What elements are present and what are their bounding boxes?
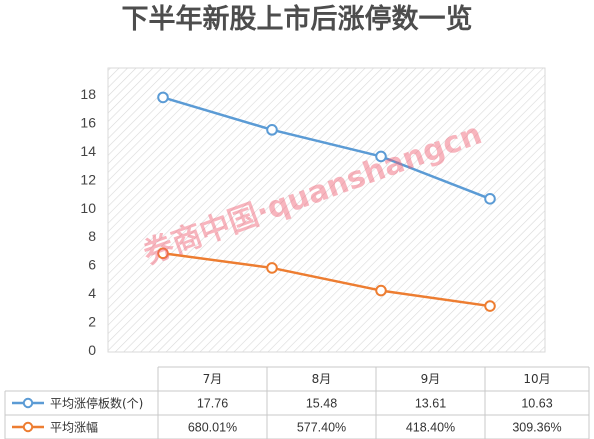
category-label: 8月 [312, 372, 332, 386]
data-point [157, 91, 169, 104]
data-value-label: 680.01% [188, 421, 237, 435]
chart-title: 下半年新股上市后涨停数一览 [122, 3, 473, 35]
series-markers [157, 91, 496, 312]
y-tick-label: 2 [88, 314, 96, 330]
data-value-label: 10.63 [521, 397, 552, 411]
y-tick-label: 18 [80, 86, 96, 102]
data-point [375, 284, 387, 297]
y-tick-label: 16 [80, 114, 96, 130]
y-tick-label: 6 [88, 257, 96, 273]
y-tick-label: 14 [80, 143, 96, 159]
data-value-label: 418.40% [406, 421, 455, 435]
data-value-label: 577.40% [297, 421, 346, 435]
data-point [375, 150, 387, 163]
plot-area [107, 67, 546, 353]
y-axis: 0 2 4 6 8 10 12 14 16 18 [80, 86, 96, 358]
data-value-label: 13.61 [415, 397, 446, 411]
series-name: 平均涨停板数(个) [50, 396, 143, 411]
legend-marker [22, 397, 34, 409]
y-tick-label: 12 [80, 171, 96, 187]
category-label: 9月 [421, 372, 441, 386]
y-tick-label: 10 [80, 200, 96, 216]
data-point [484, 300, 496, 312]
data-value-label: 17.76 [197, 397, 228, 411]
series-lines [162, 96, 491, 308]
series-name: 平均涨幅 [50, 420, 98, 435]
data-point [157, 247, 169, 260]
data-value-label: 309.36% [512, 421, 561, 435]
legend-marker [22, 421, 34, 433]
y-tick-label: 8 [88, 228, 96, 244]
data-point [266, 124, 278, 136]
y-tick-label: 4 [88, 285, 96, 301]
series-line-2 [162, 252, 491, 308]
category-label: 10月 [523, 372, 550, 386]
data-value-label: 15.48 [306, 397, 337, 411]
series-line-1 [162, 96, 491, 200]
category-label: 7月 [203, 372, 223, 386]
data-point [484, 193, 496, 205]
y-tick-label: 0 [88, 342, 96, 358]
data-point [266, 262, 278, 274]
